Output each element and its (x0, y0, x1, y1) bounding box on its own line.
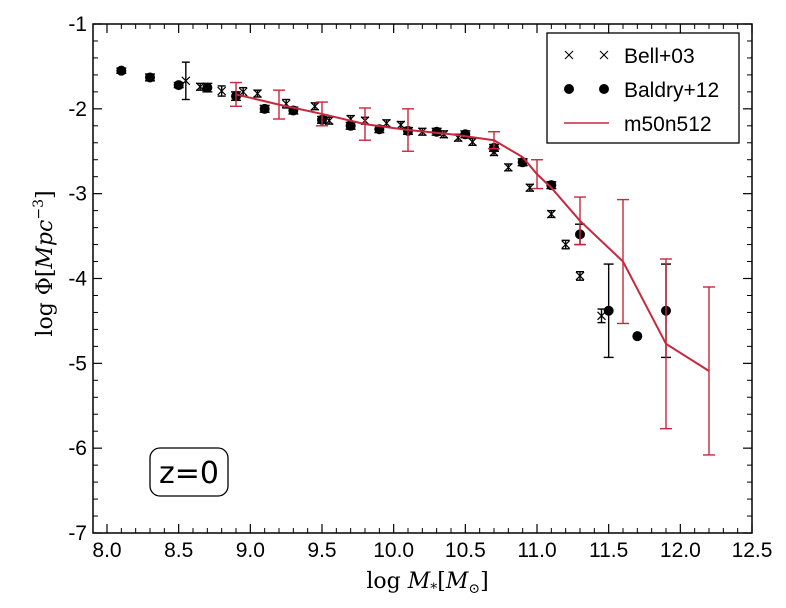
data-point-cross (503, 162, 513, 172)
y-tick-label: -3 (68, 183, 87, 206)
x-tick-label: 10.0 (373, 539, 414, 562)
legend-item: Bell+03 (564, 45, 695, 68)
data-point-circle (460, 129, 471, 140)
data-point-circle (259, 103, 270, 114)
data-point-cross (468, 137, 477, 147)
x-tick-label: 8.0 (92, 539, 121, 562)
data-point-circle (546, 180, 557, 191)
legend-cross-marker (599, 50, 609, 60)
x-axis-ticks: 8.0 8.5 9.0 9.5 10.0 10.5 11.0 11.5 12.0 12.5 (92, 24, 772, 562)
legend-circle-marker (599, 84, 609, 94)
cross-stroke (597, 311, 606, 321)
y-tick-label: -2 (68, 98, 87, 121)
data-point-cross (546, 209, 556, 219)
x-tick-label: 9.5 (307, 539, 336, 562)
cross-stroke (195, 82, 205, 92)
data-point-cross (525, 183, 535, 193)
data-point-cross (597, 311, 606, 321)
x-tick-label: 11.0 (517, 539, 556, 562)
series-layer (116, 61, 715, 456)
data-point-circle (603, 305, 614, 316)
cross-stroke (546, 209, 556, 219)
x-tick-label: 8.5 (164, 539, 193, 562)
cross-stroke (525, 183, 535, 193)
series-m50n512 (230, 81, 715, 456)
series-bell-03 (181, 61, 606, 324)
data-point-cross (310, 101, 320, 111)
data-point-circle (145, 72, 155, 83)
x-tick-label: 12.0 (660, 539, 701, 562)
x-tick-label: 11.5 (589, 539, 628, 562)
legend: Bell+03 Baldry+12 m50n512 (546, 32, 740, 144)
legend-item: m50n512 (564, 113, 712, 136)
legend-label: Bell+03 (624, 45, 695, 68)
annotation-text: z=0 (159, 456, 219, 491)
cross-stroke (253, 89, 262, 98)
x-tick-label: 10.5 (445, 539, 486, 562)
cross-stroke (503, 162, 513, 172)
y-tick-label: -5 (68, 352, 87, 375)
cross-stroke (310, 101, 320, 111)
cross-stroke (217, 86, 227, 96)
cross-stroke (468, 137, 477, 147)
x-axis-title: log M*[M⊙] (366, 569, 488, 597)
x-tick-label: 9.0 (236, 539, 265, 562)
data-point-circle (345, 120, 356, 131)
cross-stroke (396, 120, 406, 130)
data-point-circle (173, 80, 184, 91)
y-tick-label: -7 (68, 522, 87, 545)
minor-ticks (93, 24, 752, 533)
legend-circle-marker (564, 84, 574, 94)
annotation-box (149, 447, 229, 497)
legend-label: m50n512 (624, 113, 712, 136)
x-tick-label: 12.5 (732, 539, 773, 562)
legend-label: Baldry+12 (624, 79, 719, 102)
legend-box (546, 32, 740, 144)
data-point-circle (431, 126, 442, 137)
y-axis-title: log Φ[Mpc−3] (31, 190, 58, 336)
cross-stroke (561, 240, 571, 249)
data-point-cross (217, 86, 227, 96)
y-axis-ticks: -1 -2 -3 -4 -5 -6 -7 (68, 13, 752, 545)
legend-item: Baldry+12 (564, 79, 719, 102)
model-line (235, 93, 710, 372)
data-point-cross (561, 240, 571, 249)
data-point-circle (202, 82, 213, 93)
redshift-annotation: z=0 (149, 447, 229, 497)
data-point-circle (116, 65, 127, 76)
y-tick-label: -4 (68, 268, 87, 291)
data-point-circle (632, 331, 643, 342)
cross-stroke (575, 271, 585, 281)
data-point-cross (253, 89, 262, 98)
data-point-cross (575, 271, 585, 281)
y-tick-label: -1 (68, 13, 87, 36)
y-tick-label: -6 (68, 437, 87, 460)
legend-cross-marker (564, 50, 574, 60)
